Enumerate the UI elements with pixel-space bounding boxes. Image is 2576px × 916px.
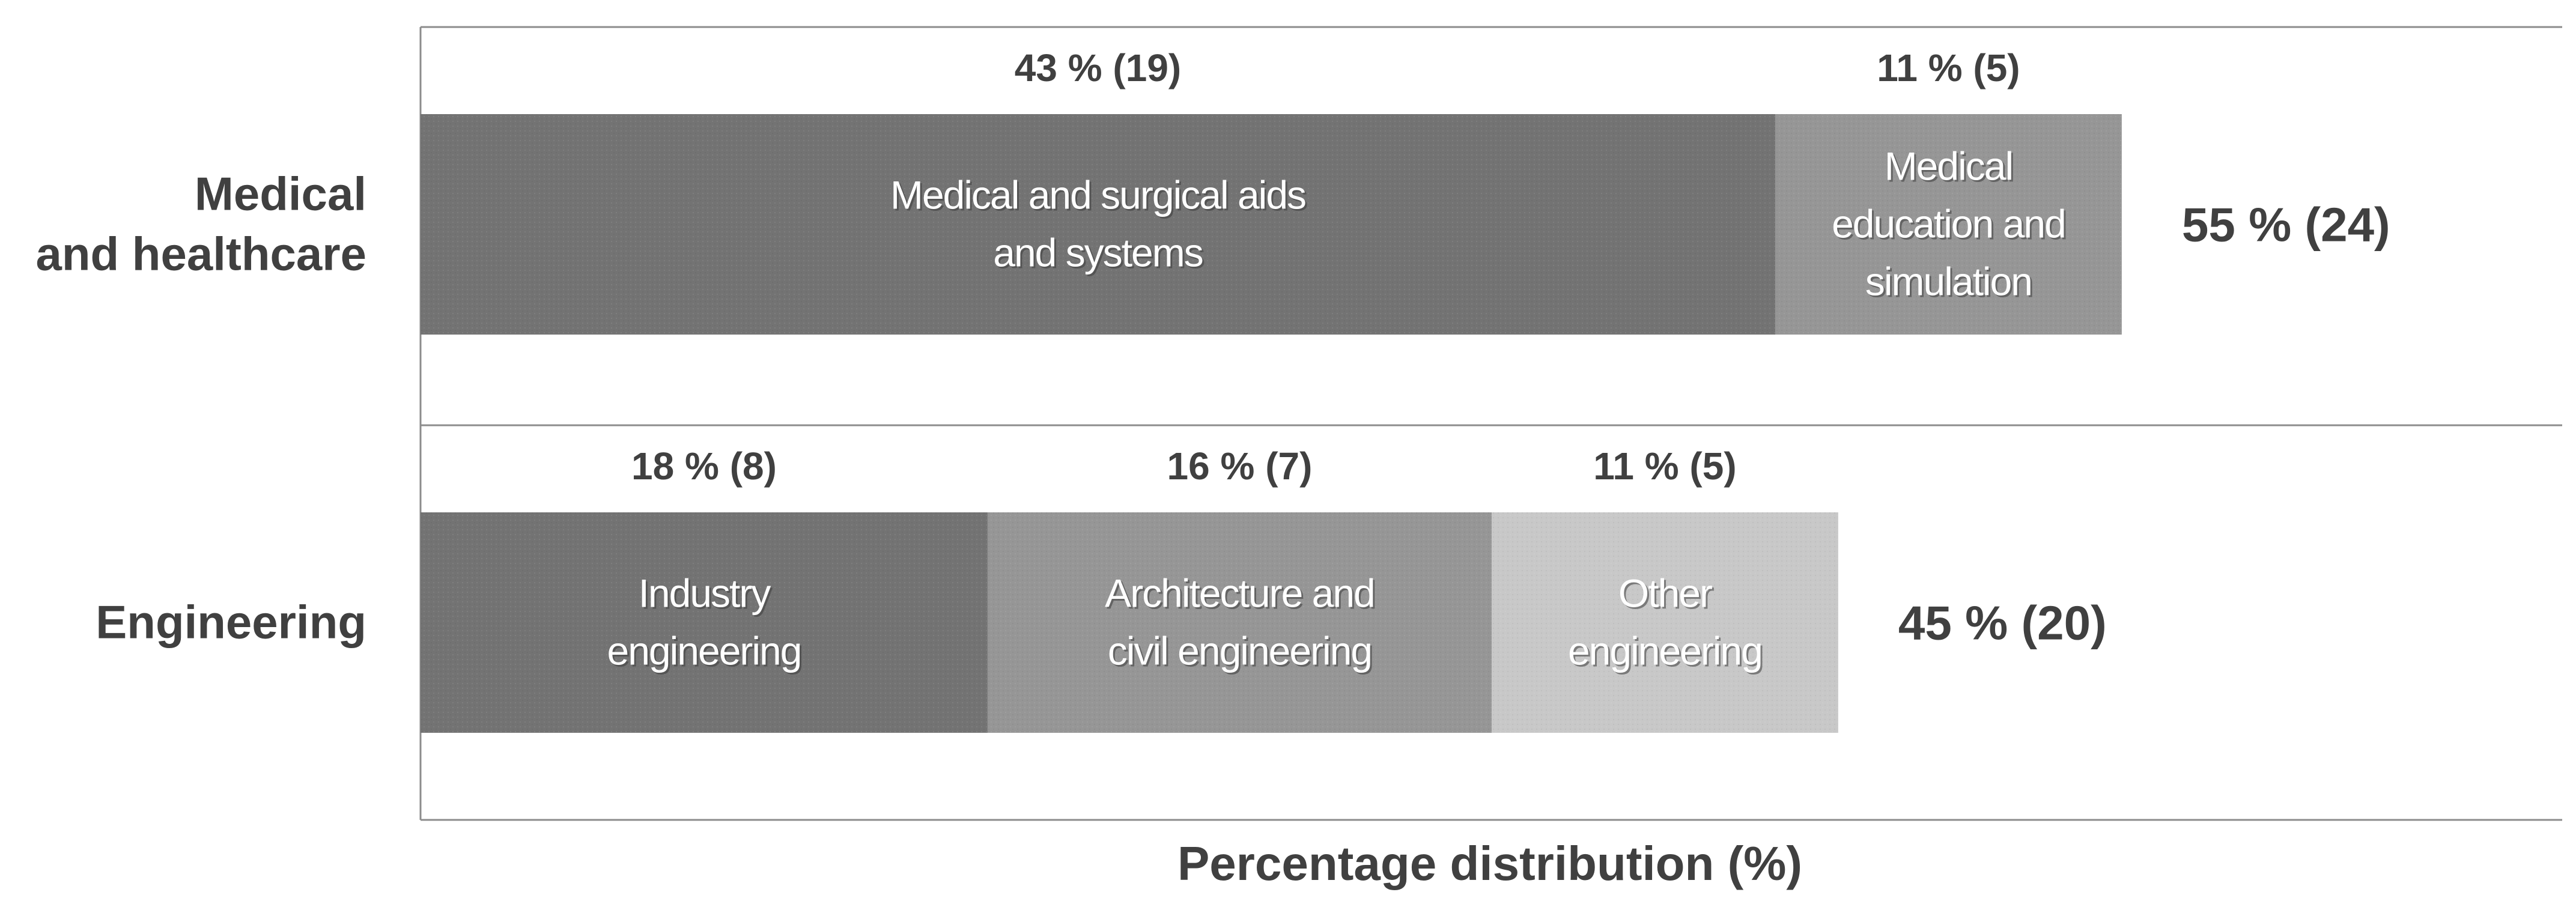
segment-label-shadow: Industry engineering xyxy=(609,573,803,675)
bar-segment-texture xyxy=(421,114,1775,335)
bars-layer xyxy=(421,114,2122,733)
segment-label-shadow-line: civil engineering xyxy=(1110,631,1373,675)
labels-layer: Medical and healthcare 43 % (19) Medical an… xyxy=(35,46,2390,675)
category-label-line: and healthcare xyxy=(35,228,366,281)
segment-label-shadow-line: Architecture and xyxy=(1107,573,1376,617)
segment-label-shadow: Medical education and simulation xyxy=(1833,146,2067,306)
segment-label-shadow-line: Other xyxy=(1620,573,1714,617)
bar-segment-texture xyxy=(987,512,1492,733)
segment-label-line: Other xyxy=(1618,571,1712,616)
segment-label-line: engineering xyxy=(607,629,801,673)
bar-segment-texture xyxy=(1775,114,2122,335)
segment-value-label: 16 % (7) xyxy=(1167,444,1313,488)
segment-label-line: simulation xyxy=(1865,259,2032,304)
category-total-label: 45 % (20) xyxy=(1898,596,2107,650)
segment-value-label: 43 % (19) xyxy=(1015,46,1181,89)
segment-value-label: 11 % (5) xyxy=(1593,444,1736,488)
x-axis-title: Percentage distribution (%) xyxy=(1177,837,1802,890)
bar-segment-texture xyxy=(1492,512,1838,733)
segment-label: Other engineering xyxy=(1568,571,1762,673)
segment-value-label: 11 % (5) xyxy=(1877,46,2020,89)
segment-label-shadow-line: Medical xyxy=(1886,146,2014,190)
segment-label-shadow-line: Medical and surgical aids xyxy=(892,175,1307,219)
segment-label-shadow-line: and systems xyxy=(995,232,1204,277)
segment-label: Medical and surgical aids and systems xyxy=(890,173,1305,275)
segment-label-shadow: Architecture and civil engineering xyxy=(1107,573,1376,675)
segment-label-shadow-line: simulation xyxy=(1867,261,2034,306)
category-label-line: Engineering xyxy=(96,596,366,649)
segment-label-line: Architecture and xyxy=(1105,571,1375,616)
segment-label-shadow-line: education and xyxy=(1833,204,2067,248)
segment-value-label: 18 % (8) xyxy=(631,444,777,488)
category-label-line: Medical xyxy=(195,168,366,220)
segment-label-line: Industry xyxy=(639,571,771,616)
segment-label: Industry engineering xyxy=(607,571,801,673)
segment-label-shadow-line: Industry xyxy=(640,573,773,617)
category-total-label: 55 % (24) xyxy=(2182,198,2390,252)
category-label: Medical and healthcare xyxy=(35,168,366,281)
segment-label-line: engineering xyxy=(1568,629,1762,673)
segment-label-shadow: Other engineering xyxy=(1570,573,1764,675)
segment-label-shadow: Medical and surgical aids and systems xyxy=(892,175,1307,277)
segment-label-shadow-line: engineering xyxy=(1570,631,1764,675)
segment-label-line: Medical and surgical aids xyxy=(890,173,1305,217)
segment-label-line: and systems xyxy=(993,231,1202,275)
segment-label: Medical education and simulation xyxy=(1832,144,2065,304)
segment-label-line: civil engineering xyxy=(1108,629,1372,673)
bar-segment-texture xyxy=(421,512,988,733)
segment-label-shadow-line: engineering xyxy=(609,631,803,675)
segment-label-line: Medical xyxy=(1885,144,2012,189)
category-label: Engineering xyxy=(96,596,366,649)
segment-label-line: education and xyxy=(1832,202,2065,246)
segment-label: Architecture and civil engineering xyxy=(1105,571,1375,673)
